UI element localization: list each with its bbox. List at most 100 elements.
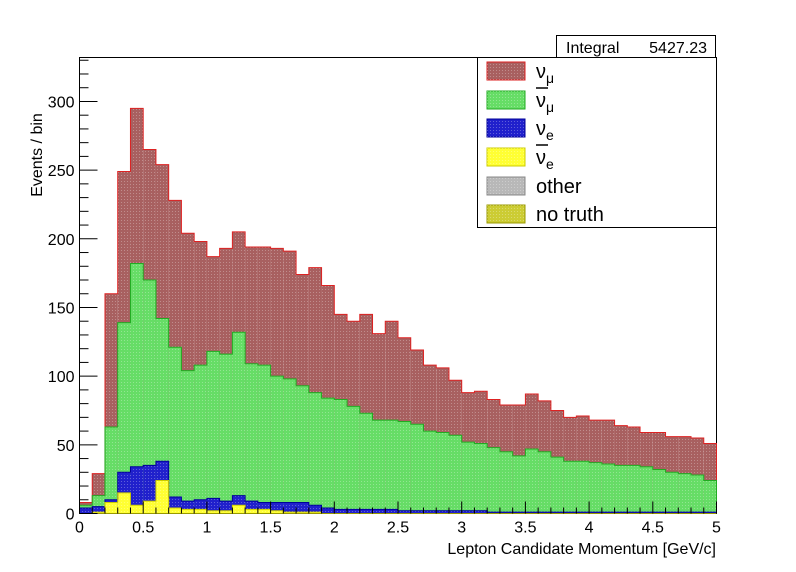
legend-label: νμ	[536, 90, 554, 115]
bar-hatch-4-45	[652, 469, 666, 514]
bar-hatch-3-40	[589, 512, 602, 514]
bar-hatch-4-36	[538, 451, 551, 514]
legend-entry: νμ	[486, 87, 554, 115]
y-tick-label: 50	[57, 438, 75, 455]
bar-hatch-3-31	[474, 510, 488, 514]
bar-hatch-4-41	[601, 464, 615, 514]
legend: νμ νμ νe νe other no truth	[477, 57, 717, 228]
series-outline-3	[79, 460, 717, 514]
bar-hatch-4-23	[372, 420, 386, 514]
bar-hatch-3-15	[270, 502, 284, 514]
y-tick-label: 200	[48, 232, 75, 249]
legend-entry: other	[486, 176, 582, 198]
x-tick-label: 5	[712, 520, 721, 537]
bar-hatch-4-10	[206, 351, 220, 514]
bar-hatch-2-14	[257, 509, 271, 514]
bar-hatch-2-17	[296, 512, 309, 514]
bar-hatch-3-25	[398, 510, 411, 514]
bar-hatch-3-49	[703, 512, 717, 514]
bar-hatch-4-18	[308, 392, 322, 514]
bar-hatch-2-7	[168, 508, 182, 514]
bar-hatch-4-48	[691, 475, 704, 514]
bar-hatch-2-11	[219, 510, 233, 514]
bar-hatch-4-49	[703, 480, 717, 514]
bar-hatch-4-46	[665, 472, 679, 514]
bar-hatch-3-35	[525, 512, 539, 514]
legend-swatch-hatch	[487, 148, 525, 166]
bar-hatch-4-9	[194, 365, 207, 514]
bar-hatch-3-16	[283, 502, 297, 514]
legend-label: νμ	[536, 61, 554, 86]
y-tick-label: 100	[48, 369, 75, 386]
bar-hatch-3-33	[499, 512, 513, 514]
x-tick-label: 2.5	[387, 520, 409, 537]
x-tick-label: 3	[457, 520, 466, 537]
bar-hatch-3-17	[296, 502, 309, 514]
stats-box: Integral 5427.23	[556, 35, 716, 59]
bar-hatch-4-35	[525, 448, 539, 514]
bar-hatch-2-6	[155, 480, 169, 514]
y-tick-label: 300	[48, 94, 75, 111]
legend-swatch-hatch	[487, 205, 525, 223]
bar-hatch-3-4	[130, 466, 144, 514]
bar-hatch-4-4	[130, 263, 144, 514]
bar-hatch-3-30	[461, 510, 475, 514]
bar-hatch-4-39	[576, 461, 590, 514]
bar-hatch-4-28	[436, 432, 449, 514]
x-axis-title: Lepton Candidate Momentum [GeV/c]	[447, 541, 716, 558]
stats-label: Integral	[566, 40, 619, 57]
bar-hatch-3-41	[601, 512, 615, 514]
legend-label: no truth	[536, 204, 604, 226]
bar-hatch-3-37	[550, 512, 564, 514]
bar-hatch-3-18	[308, 505, 322, 514]
bar-hatch-4-16	[283, 378, 297, 514]
bar-hatch-3-32	[487, 512, 500, 514]
x-tick-label: 1	[202, 520, 211, 537]
bar-hatch-4-43	[627, 465, 641, 514]
bar-hatch-3-20	[334, 509, 348, 514]
bar-hatch-4-11	[219, 354, 233, 514]
bar-hatch-4-34	[512, 455, 526, 514]
bar-hatch-4-12	[232, 332, 246, 514]
bar-hatch-4-7	[168, 347, 182, 514]
bar-hatch-2-9	[194, 509, 207, 514]
bar-hatch-4-33	[499, 451, 513, 514]
y-tick-label: 150	[48, 300, 75, 317]
bar-hatch-3-10	[206, 498, 220, 514]
x-tick-label: 0.5	[132, 520, 154, 537]
legend-entry: νe	[486, 118, 554, 143]
bar-hatch-4-47	[678, 473, 692, 514]
legend-entry: no truth	[486, 204, 604, 226]
bar-hatch-4-8	[181, 370, 195, 514]
bar-hatch-3-43	[627, 512, 641, 514]
bar-hatch-3-46	[665, 512, 679, 514]
legend-entry: νμ	[486, 61, 554, 86]
bar-hatch-2-1	[92, 512, 105, 514]
legend-swatch-hatch	[487, 62, 525, 80]
y-axis-title: Events / bin	[29, 113, 46, 197]
bar-hatch-2-5	[143, 501, 156, 514]
bar-hatch-4-42	[614, 465, 628, 514]
bar-hatch-4-3	[117, 322, 131, 514]
bar-hatch-4-17	[296, 385, 309, 514]
bar-hatch-3-14	[257, 502, 271, 514]
bar-hatch-4-31	[474, 443, 488, 514]
bar-hatch-3-23	[372, 509, 386, 514]
x-tick-label: 2	[330, 520, 339, 537]
bar-hatch-4-40	[589, 462, 602, 514]
legend-swatch-hatch	[487, 91, 525, 109]
bar-hatch-3-29	[448, 510, 462, 514]
legend-entry: νe	[486, 144, 554, 172]
bar-hatch-4-44	[640, 466, 653, 514]
bar-hatch-4-21	[347, 406, 360, 514]
bar-hatch-2-8	[181, 509, 195, 514]
x-tick-label: 1.5	[259, 520, 281, 537]
bar-hatch-3-1	[92, 506, 105, 514]
series-4	[79, 263, 717, 514]
bar-hatch-3-28	[436, 510, 449, 514]
bar-hatch-4-13	[245, 363, 258, 514]
bar-hatch-3-27	[423, 510, 437, 514]
legend-swatch-hatch	[487, 119, 525, 137]
legend-swatch-hatch	[487, 177, 525, 195]
stats-value: 5427.23	[649, 40, 707, 57]
